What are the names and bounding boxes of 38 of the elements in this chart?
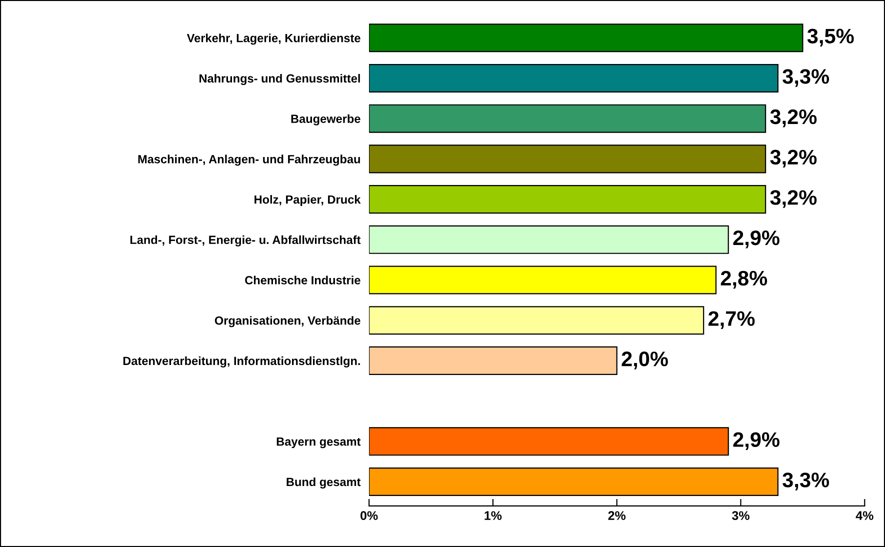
data-label: 3,3%: [782, 472, 830, 490]
y-tick-label: Nahrungs- und Genussmittel: [200, 74, 360, 86]
y-tick-label: Baugewerbe: [291, 114, 360, 126]
y-tick-label: Land-, Forst-, Energie- u. Abfallwirtschaft: [130, 235, 361, 246]
data-label: 2,8%: [720, 270, 768, 289]
data-label: 3,3%: [782, 69, 830, 87]
data-label: 2,9%: [733, 230, 780, 248]
bar: [369, 64, 778, 93]
y-tick-label: Bund gesamt: [286, 477, 361, 489]
bar: [369, 346, 618, 375]
y-tick-label: Verkehr, Lagerie, Kurierdienste: [186, 34, 360, 45]
bar: [369, 266, 717, 294]
x-tick-label: 1%: [484, 511, 502, 520]
data-label: 2,9%: [733, 432, 780, 450]
bar: [369, 225, 729, 254]
x-tick-label: 4%: [856, 511, 874, 520]
bar: [369, 427, 729, 456]
y-tick-label: Datenverarbeitung, Informationsdienstlgn.: [123, 356, 360, 368]
data-label: 3,2%: [770, 109, 817, 128]
bar: [369, 24, 804, 52]
y-tick-label: Organisationen, Verbände: [214, 316, 360, 328]
data-label: 2,7%: [708, 311, 755, 329]
y-tick-label: Chemische Industrie: [245, 276, 360, 284]
y-tick-label: Bayern gesamt: [276, 438, 361, 448]
x-tick-label: 2%: [608, 511, 626, 520]
bar: [369, 467, 778, 496]
x-tick-label: 3%: [732, 511, 750, 520]
x-tick-label: 0%: [360, 511, 378, 520]
bar: [369, 144, 766, 174]
y-tick-label: Holz, Papier, Druck: [254, 195, 361, 206]
data-label: 3,2%: [770, 190, 817, 208]
data-label: 3,5%: [807, 28, 854, 46]
y-tick-label: Maschinen-, Anlagen- und Fahrzeugbau: [138, 154, 360, 166]
data-label: 2,0%: [622, 352, 668, 370]
bar: [369, 306, 704, 335]
bar: [369, 185, 766, 214]
bar: [369, 104, 766, 133]
data-label: 3,2%: [770, 150, 817, 168]
